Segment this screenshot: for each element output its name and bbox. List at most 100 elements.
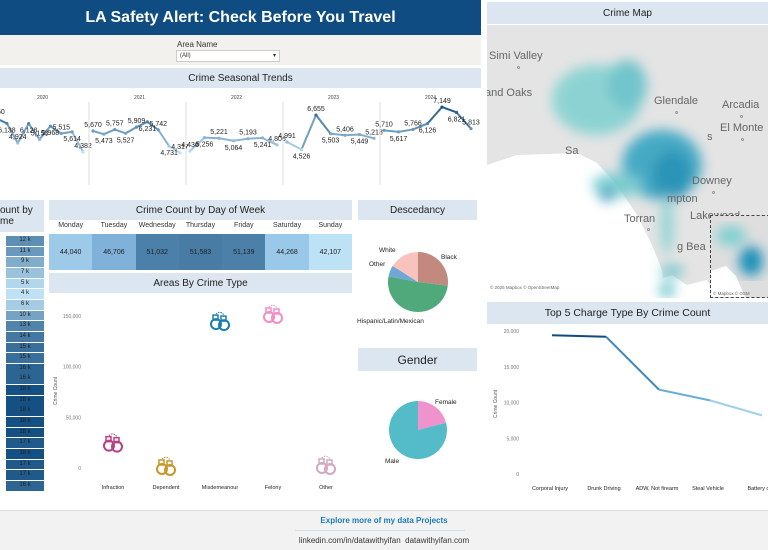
trend-point [372, 136, 376, 140]
heatmap-cell[interactable]: 18 k [6, 395, 44, 406]
y-tick-label: 10,000 [504, 401, 520, 407]
heatmap-cell[interactable]: 5 k [6, 278, 44, 289]
heatmap-cell[interactable]: 4 k [6, 289, 44, 299]
map-city-label: El Monte [720, 122, 764, 134]
category-label: ADW, Not firearm [636, 486, 679, 492]
charge-line-segment [658, 388, 711, 402]
day-of-week-header: Crime Count by Day of Week [49, 200, 352, 220]
footer-divider [295, 530, 465, 531]
map-inset[interactable]: © Mapbox © OSM [710, 215, 768, 298]
trend-segment [157, 129, 170, 147]
day-count-cell[interactable]: 46,706 [92, 234, 136, 270]
cuff-ring [111, 440, 123, 453]
y-tick-label: 100,000 [63, 365, 81, 371]
heatmap-cell[interactable]: 12 k [6, 236, 44, 246]
trend-segment [71, 131, 84, 153]
map-city-label: Glendale [654, 95, 699, 107]
map-inset-attribution: © Mapbox © OSM [713, 291, 750, 296]
year-label: 2022 [231, 95, 242, 101]
crime-map[interactable]: Simi Valley and Oaks Glendale Arcadia El… [487, 25, 768, 298]
heatmap-cell[interactable]: 15 k [6, 353, 44, 363]
heatmap-cell[interactable]: 17 k [6, 470, 44, 481]
cuff-lock [326, 459, 333, 466]
map-city-dot [517, 66, 520, 69]
heatmap-cell[interactable]: 6 k [6, 299, 44, 310]
heatmap-cell[interactable]: 18 k [6, 385, 44, 395]
trend-point [37, 137, 42, 141]
day-count-cell[interactable]: 51,139 [222, 234, 266, 270]
map-city-dot [647, 228, 650, 231]
heatmap-cell[interactable]: 11 k [6, 246, 44, 257]
map-city-label: Arcadia [722, 99, 760, 111]
pie-label: Male [385, 458, 399, 465]
chevron-down-icon: ▾ [272, 53, 276, 59]
trend-segment [330, 132, 346, 137]
y-axis-label: Crime Count [53, 376, 59, 405]
trend-point [202, 136, 207, 140]
map-city-label: mpton [667, 193, 698, 205]
heatmap-cell[interactable]: 16 k [6, 480, 44, 491]
area-name-value: (All) [180, 53, 191, 59]
category-label: Drunk Driving [587, 486, 620, 492]
trend-value-label: 5,256 [196, 142, 214, 149]
y-axis-label: Crime Count [493, 389, 499, 418]
trend-point [145, 120, 149, 124]
heatmap-cell[interactable]: 15 k [6, 342, 44, 353]
crime-map-header: Crime Map [487, 2, 768, 24]
day-of-week-table: Monday 44,040 Tuesday 46,706 Wednesday 51,032… [49, 222, 352, 270]
area-name-dropdown[interactable]: (All) ▾ [176, 50, 280, 62]
crime-type-chart: 150,000 100,000 50,000 0 Crime Count Infracti… [53, 304, 336, 491]
trend-point [299, 147, 304, 152]
pie-slice [418, 252, 448, 286]
day-name: Monday [58, 222, 84, 229]
category-label: Misdemeanour [202, 485, 239, 491]
heatmap-cell[interactable]: 13 k [6, 321, 44, 331]
trend-value-label: 5,503 [322, 138, 340, 145]
trend-segment [16, 123, 30, 144]
trend-value-label: 5,813 [462, 120, 480, 127]
cuff-chain [108, 433, 118, 437]
heatmap-cell[interactable]: 18 k [6, 406, 44, 417]
trend-point [411, 127, 415, 132]
heatmap-cell[interactable]: 10 k [6, 310, 44, 321]
trend-point [231, 139, 236, 143]
trend-point [396, 130, 401, 134]
day-count-cell[interactable]: 51,583 [178, 234, 223, 270]
category-label: Steal Vehicle [692, 486, 724, 492]
trend-segment [38, 125, 52, 140]
heatmap-cell[interactable]: 18 k [6, 417, 44, 427]
heatmap-cell[interactable]: 18 k [6, 449, 44, 459]
heatmap-cell[interactable]: 16 k [6, 363, 44, 374]
day-count-cell[interactable]: 51,032 [135, 234, 179, 270]
trend-value-label: 6,128 [20, 128, 38, 135]
trend-value-label: 5,064 [225, 145, 243, 152]
day-name: Sunday [318, 222, 343, 229]
year-label: 2024 [425, 95, 436, 101]
heatmap-cell[interactable]: 9 k [6, 257, 44, 268]
trend-segment [6, 122, 19, 144]
trend-value-label: 5,968 [42, 130, 60, 137]
explore-projects-link[interactable]: Explore more of my data Projects [320, 516, 448, 525]
day-count-cell[interactable]: 42,107 [308, 234, 352, 270]
year-label: 2023 [328, 95, 339, 101]
website-link[interactable]: datawithyifan.com [405, 536, 470, 545]
heatmap-cell[interactable]: 17 k [6, 459, 44, 470]
trend-point [27, 121, 31, 126]
pie-slice [388, 265, 418, 282]
trend-point [134, 125, 139, 129]
day-count-cell[interactable]: 44,040 [49, 234, 93, 270]
trend-point [124, 131, 128, 135]
trend-segment [262, 137, 278, 146]
heatmap-cell[interactable]: 14 k [6, 331, 44, 342]
linkedin-link[interactable]: linkedin.com/in/datawithyifan [298, 536, 401, 545]
trend-value-label: 5,241 [254, 142, 272, 149]
cuff-lock [166, 460, 173, 467]
heatmap-cell[interactable]: 7 k [6, 267, 44, 278]
y-tick-label: 0 [78, 466, 81, 472]
trend-value-label: 5,449 [351, 139, 369, 146]
trend-segment [344, 133, 360, 137]
heatmap-cell[interactable]: 16 k [6, 374, 44, 385]
heatmap-cell[interactable]: 18 k [6, 427, 44, 438]
day-count-cell[interactable]: 44,268 [265, 234, 309, 270]
heatmap-cell[interactable]: 17 k [6, 438, 44, 449]
